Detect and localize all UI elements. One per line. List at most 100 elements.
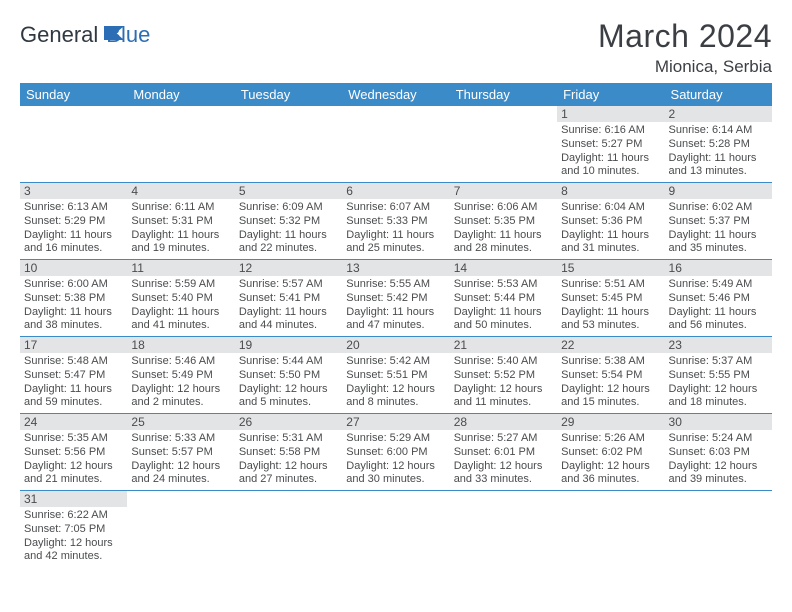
sunrise-line: Sunrise: 5:27 AM xyxy=(454,432,553,446)
calendar-cell: 17Sunrise: 5:48 AMSunset: 5:47 PMDayligh… xyxy=(20,337,127,414)
day-number: 4 xyxy=(127,183,234,199)
sunrise-line: Sunrise: 5:29 AM xyxy=(346,432,445,446)
calendar-week: 17Sunrise: 5:48 AMSunset: 5:47 PMDayligh… xyxy=(20,337,772,414)
sunrise-line: Sunrise: 6:13 AM xyxy=(24,201,123,215)
sunrise-line: Sunrise: 5:55 AM xyxy=(346,278,445,292)
day-details: Sunrise: 5:44 AMSunset: 5:50 PMDaylight:… xyxy=(235,353,342,413)
sunrise-line: Sunrise: 6:02 AM xyxy=(669,201,768,215)
daylight-line: Daylight: 11 hours and 47 minutes. xyxy=(346,306,445,334)
calendar-cell: 30Sunrise: 5:24 AMSunset: 6:03 PMDayligh… xyxy=(665,414,772,491)
calendar-cell: 22Sunrise: 5:38 AMSunset: 5:54 PMDayligh… xyxy=(557,337,664,414)
sunset-line: Sunset: 5:49 PM xyxy=(131,369,230,383)
day-number: 5 xyxy=(235,183,342,199)
sunrise-line: Sunrise: 5:57 AM xyxy=(239,278,338,292)
day-number: 19 xyxy=(235,337,342,353)
day-number: 11 xyxy=(127,260,234,276)
day-number: 17 xyxy=(20,337,127,353)
calendar-cell: 16Sunrise: 5:49 AMSunset: 5:46 PMDayligh… xyxy=(665,260,772,337)
sunset-line: Sunset: 5:52 PM xyxy=(454,369,553,383)
day-number: 29 xyxy=(557,414,664,430)
daylight-line: Daylight: 11 hours and 16 minutes. xyxy=(24,229,123,257)
day-number: 28 xyxy=(450,414,557,430)
sunrise-line: Sunrise: 5:49 AM xyxy=(669,278,768,292)
day-details: Sunrise: 5:29 AMSunset: 6:00 PMDaylight:… xyxy=(342,430,449,490)
calendar-cell: 15Sunrise: 5:51 AMSunset: 5:45 PMDayligh… xyxy=(557,260,664,337)
daylight-line: Daylight: 11 hours and 25 minutes. xyxy=(346,229,445,257)
calendar-cell-blank xyxy=(557,491,664,568)
day-number: 16 xyxy=(665,260,772,276)
day-details: Sunrise: 5:35 AMSunset: 5:56 PMDaylight:… xyxy=(20,430,127,490)
sunset-line: Sunset: 5:45 PM xyxy=(561,292,660,306)
header: General Blue March 2024 Mionica, Serbia xyxy=(20,18,772,77)
daylight-line: Daylight: 11 hours and 13 minutes. xyxy=(669,152,768,180)
day-number: 22 xyxy=(557,337,664,353)
day-details: Sunrise: 5:59 AMSunset: 5:40 PMDaylight:… xyxy=(127,276,234,336)
sunset-line: Sunset: 6:01 PM xyxy=(454,446,553,460)
sunset-line: Sunset: 5:58 PM xyxy=(239,446,338,460)
sunset-line: Sunset: 5:35 PM xyxy=(454,215,553,229)
day-header-row: SundayMondayTuesdayWednesdayThursdayFrid… xyxy=(20,83,772,106)
sunset-line: Sunset: 5:46 PM xyxy=(669,292,768,306)
sunset-line: Sunset: 6:03 PM xyxy=(669,446,768,460)
calendar-cell: 5Sunrise: 6:09 AMSunset: 5:32 PMDaylight… xyxy=(235,183,342,260)
day-details: Sunrise: 6:04 AMSunset: 5:36 PMDaylight:… xyxy=(557,199,664,259)
calendar-cell: 1Sunrise: 6:16 AMSunset: 5:27 PMDaylight… xyxy=(557,106,664,183)
sunrise-line: Sunrise: 6:16 AM xyxy=(561,124,660,138)
sunset-line: Sunset: 5:44 PM xyxy=(454,292,553,306)
calendar-cell: 14Sunrise: 5:53 AMSunset: 5:44 PMDayligh… xyxy=(450,260,557,337)
calendar-cell: 12Sunrise: 5:57 AMSunset: 5:41 PMDayligh… xyxy=(235,260,342,337)
calendar-cell-blank xyxy=(342,106,449,183)
day-header: Friday xyxy=(557,83,664,106)
daylight-line: Daylight: 12 hours and 27 minutes. xyxy=(239,460,338,488)
calendar-cell: 2Sunrise: 6:14 AMSunset: 5:28 PMDaylight… xyxy=(665,106,772,183)
sunrise-line: Sunrise: 6:11 AM xyxy=(131,201,230,215)
calendar-cell-blank xyxy=(450,491,557,568)
day-details: Sunrise: 6:02 AMSunset: 5:37 PMDaylight:… xyxy=(665,199,772,259)
calendar-cell: 20Sunrise: 5:42 AMSunset: 5:51 PMDayligh… xyxy=(342,337,449,414)
sunrise-line: Sunrise: 5:44 AM xyxy=(239,355,338,369)
sunset-line: Sunset: 5:42 PM xyxy=(346,292,445,306)
calendar-cell: 7Sunrise: 6:06 AMSunset: 5:35 PMDaylight… xyxy=(450,183,557,260)
day-number: 23 xyxy=(665,337,772,353)
sunset-line: Sunset: 5:51 PM xyxy=(346,369,445,383)
title-block: March 2024 Mionica, Serbia xyxy=(598,18,772,77)
day-number: 7 xyxy=(450,183,557,199)
day-details: Sunrise: 6:16 AMSunset: 5:27 PMDaylight:… xyxy=(557,122,664,182)
day-header: Wednesday xyxy=(342,83,449,106)
day-details: Sunrise: 5:57 AMSunset: 5:41 PMDaylight:… xyxy=(235,276,342,336)
day-details: Sunrise: 6:06 AMSunset: 5:35 PMDaylight:… xyxy=(450,199,557,259)
day-number: 12 xyxy=(235,260,342,276)
day-details: Sunrise: 5:38 AMSunset: 5:54 PMDaylight:… xyxy=(557,353,664,413)
daylight-line: Daylight: 12 hours and 5 minutes. xyxy=(239,383,338,411)
day-details: Sunrise: 6:22 AMSunset: 7:05 PMDaylight:… xyxy=(20,507,127,567)
sunrise-line: Sunrise: 6:04 AM xyxy=(561,201,660,215)
sunrise-line: Sunrise: 5:37 AM xyxy=(669,355,768,369)
daylight-line: Daylight: 11 hours and 44 minutes. xyxy=(239,306,338,334)
calendar-cell-blank xyxy=(235,491,342,568)
calendar-cell: 3Sunrise: 6:13 AMSunset: 5:29 PMDaylight… xyxy=(20,183,127,260)
day-number: 15 xyxy=(557,260,664,276)
sunrise-line: Sunrise: 6:09 AM xyxy=(239,201,338,215)
sunset-line: Sunset: 5:33 PM xyxy=(346,215,445,229)
sunrise-line: Sunrise: 5:42 AM xyxy=(346,355,445,369)
sunset-line: Sunset: 5:47 PM xyxy=(24,369,123,383)
sunrise-line: Sunrise: 5:53 AM xyxy=(454,278,553,292)
day-details: Sunrise: 5:42 AMSunset: 5:51 PMDaylight:… xyxy=(342,353,449,413)
sunset-line: Sunset: 5:57 PM xyxy=(131,446,230,460)
day-details: Sunrise: 5:55 AMSunset: 5:42 PMDaylight:… xyxy=(342,276,449,336)
calendar-cell: 25Sunrise: 5:33 AMSunset: 5:57 PMDayligh… xyxy=(127,414,234,491)
calendar-body: 1Sunrise: 6:16 AMSunset: 5:27 PMDaylight… xyxy=(20,106,772,567)
sunset-line: Sunset: 7:05 PM xyxy=(24,523,123,537)
daylight-line: Daylight: 12 hours and 36 minutes. xyxy=(561,460,660,488)
day-number: 13 xyxy=(342,260,449,276)
calendar-cell-blank xyxy=(20,106,127,183)
day-header: Saturday xyxy=(665,83,772,106)
daylight-line: Daylight: 11 hours and 41 minutes. xyxy=(131,306,230,334)
calendar-week: 31Sunrise: 6:22 AMSunset: 7:05 PMDayligh… xyxy=(20,491,772,568)
calendar-cell: 26Sunrise: 5:31 AMSunset: 5:58 PMDayligh… xyxy=(235,414,342,491)
calendar-cell-blank xyxy=(235,106,342,183)
sunrise-line: Sunrise: 6:06 AM xyxy=(454,201,553,215)
sunset-line: Sunset: 5:56 PM xyxy=(24,446,123,460)
daylight-line: Daylight: 11 hours and 19 minutes. xyxy=(131,229,230,257)
daylight-line: Daylight: 12 hours and 33 minutes. xyxy=(454,460,553,488)
